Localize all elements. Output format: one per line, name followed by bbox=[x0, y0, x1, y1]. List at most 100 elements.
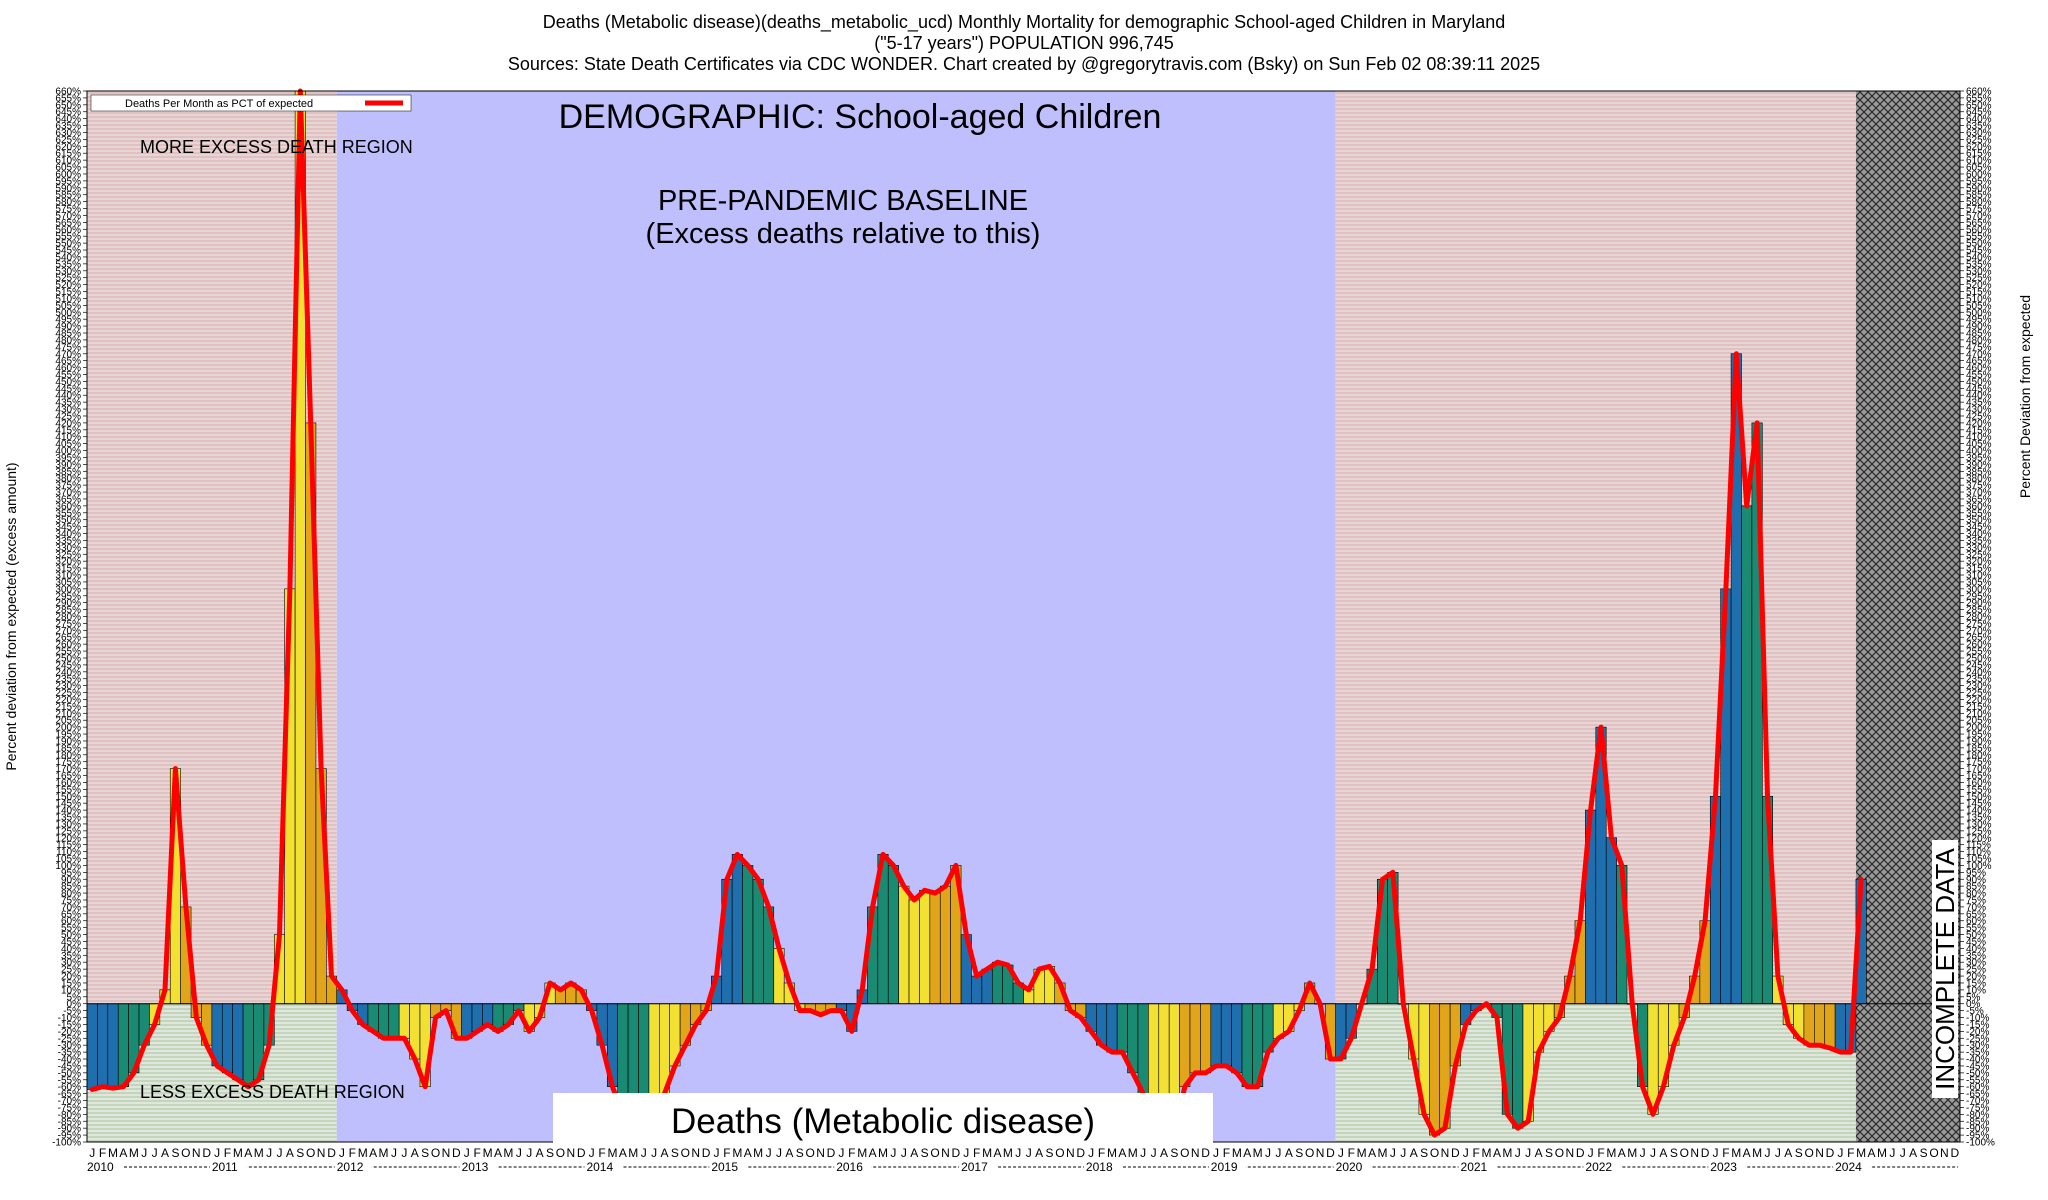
ytick-label-right-170: 170% bbox=[1966, 764, 1992, 775]
ytick-label-left-600: 600% bbox=[55, 169, 81, 180]
xtick-month-65: J bbox=[766, 1146, 772, 1160]
xtick-month-96: J bbox=[1088, 1146, 1094, 1160]
ytick-label-right-30: 30% bbox=[1966, 958, 1986, 969]
ytick-label-right-410: 410% bbox=[1966, 432, 1992, 443]
ytick-label-left-45: 45% bbox=[61, 937, 81, 948]
ytick-label-left-540: 540% bbox=[55, 252, 81, 263]
ytick-label-right-105: 105% bbox=[1966, 854, 1992, 865]
xtick-month-135: A bbox=[1493, 1146, 1501, 1160]
ytick-label-right-615: 615% bbox=[1966, 149, 1992, 160]
xtick-month-116: S bbox=[1295, 1146, 1303, 1160]
xtick-month-149: J bbox=[1640, 1146, 1646, 1160]
ytick-label-left-130: 130% bbox=[55, 819, 81, 830]
ytick-label-right-630: 630% bbox=[1966, 128, 1992, 139]
ytick-label-right-305: 305% bbox=[1966, 577, 1992, 588]
ytick-label-left-100: 100% bbox=[55, 861, 81, 872]
ytick-label-left-180: 180% bbox=[55, 750, 81, 761]
xtick-month-103: A bbox=[1160, 1146, 1168, 1160]
ytick-label-left-365: 365% bbox=[55, 494, 81, 505]
ytick-label-right--20: -20% bbox=[1966, 1027, 1989, 1038]
incomplete-label-bg bbox=[1932, 840, 1958, 1098]
year-label-2014: 2014 bbox=[586, 1160, 613, 1174]
ytick-label-right-445: 445% bbox=[1966, 384, 1992, 395]
ytick-label-right-290: 290% bbox=[1966, 598, 1992, 609]
ytick-label-right-135: 135% bbox=[1966, 813, 1992, 824]
xtick-month-151: A bbox=[1659, 1146, 1667, 1160]
xtick-month-14: M bbox=[233, 1146, 243, 1160]
xtick-month-34: N bbox=[442, 1146, 451, 1160]
bar-15 bbox=[242, 1003, 254, 1087]
ytick-label-right--60: -60% bbox=[1966, 1082, 1989, 1093]
year-label-2010: 2010 bbox=[87, 1160, 114, 1174]
year-label-bg-2021 bbox=[1459, 1161, 1496, 1173]
ytick-label-left-65: 65% bbox=[61, 909, 81, 920]
xtick-month-54: J bbox=[651, 1146, 657, 1160]
ytick-label-right--35: -35% bbox=[1966, 1048, 1989, 1059]
ytick-label-left-425: 425% bbox=[55, 411, 81, 422]
year-label-2016: 2016 bbox=[836, 1160, 863, 1174]
ytick-label-left-270: 270% bbox=[55, 626, 81, 637]
xtick-month-92: S bbox=[1046, 1146, 1054, 1160]
ytick-label-right-20: 20% bbox=[1966, 972, 1986, 983]
year-label-bg-2016 bbox=[835, 1161, 872, 1173]
ytick-label-left-520: 520% bbox=[55, 280, 81, 291]
ytick-label-right--85: -85% bbox=[1966, 1117, 1989, 1128]
bar-63 bbox=[742, 865, 754, 1005]
ytick-label-left-125: 125% bbox=[55, 826, 81, 837]
xtick-month-111: A bbox=[1243, 1146, 1251, 1160]
ytick-label-right-260: 260% bbox=[1966, 640, 1992, 651]
xtick-month-170: M bbox=[1856, 1146, 1866, 1160]
ytick-label-left--60: -60% bbox=[58, 1082, 81, 1093]
ytick-label-right-155: 155% bbox=[1966, 785, 1992, 796]
year-label-bg-2019 bbox=[1209, 1161, 1246, 1173]
xtick-month-143: D bbox=[1576, 1146, 1585, 1160]
ytick-label-right-75: 75% bbox=[1966, 895, 1986, 906]
ytick-label-left-80: 80% bbox=[61, 889, 81, 900]
xtick-month-113: J bbox=[1265, 1146, 1271, 1160]
ytick-label-left--5: -5% bbox=[63, 1006, 81, 1017]
xtick-month-15: A bbox=[244, 1146, 252, 1160]
year-label-2018: 2018 bbox=[1086, 1160, 1113, 1174]
ytick-label-left-625: 625% bbox=[55, 135, 81, 146]
xtick-month-98: M bbox=[1107, 1146, 1117, 1160]
xtick-month-49: F bbox=[598, 1146, 605, 1160]
ytick-label-left-195: 195% bbox=[55, 730, 81, 741]
ytick-label-left--40: -40% bbox=[58, 1055, 81, 1066]
xtick-month-114: J bbox=[1275, 1146, 1281, 1160]
xtick-month-52: M bbox=[628, 1146, 638, 1160]
ytick-label-right-510: 510% bbox=[1966, 294, 1992, 305]
ytick-label-left-475: 475% bbox=[55, 342, 81, 353]
ytick-label-right-555: 555% bbox=[1966, 232, 1992, 243]
xtick-month-37: F bbox=[474, 1146, 481, 1160]
ytick-label-right-210: 210% bbox=[1966, 709, 1992, 720]
xtick-month-158: M bbox=[1731, 1146, 1741, 1160]
xtick-month-72: J bbox=[838, 1146, 844, 1160]
ytick-label-left-120: 120% bbox=[55, 833, 81, 844]
year-label-2022: 2022 bbox=[1585, 1160, 1612, 1174]
ytick-label-right-325: 325% bbox=[1966, 550, 1992, 561]
ytick-label-right-625: 625% bbox=[1966, 135, 1992, 146]
ytick-label-right-650: 650% bbox=[1966, 100, 1992, 111]
ytick-label-right-140: 140% bbox=[1966, 806, 1992, 817]
subtitle-box bbox=[553, 1093, 1213, 1145]
legend-label: Deaths Per Month as PCT of expected bbox=[125, 98, 313, 110]
xtick-month-85: F bbox=[973, 1146, 980, 1160]
xtick-month-79: A bbox=[910, 1146, 918, 1160]
ytick-label-left--95: -95% bbox=[58, 1131, 81, 1142]
ytick-label-right-10: 10% bbox=[1966, 985, 1986, 996]
year-label-2012: 2012 bbox=[337, 1160, 364, 1174]
ytick-label-right-35: 35% bbox=[1966, 951, 1986, 962]
ytick-label-left-60: 60% bbox=[61, 916, 81, 927]
xtick-month-32: S bbox=[421, 1146, 429, 1160]
xtick-month-174: J bbox=[1900, 1146, 1906, 1160]
xtick-month-172: M bbox=[1877, 1146, 1887, 1160]
ytick-label-left-555: 555% bbox=[55, 232, 81, 243]
bar-78 bbox=[898, 885, 910, 1005]
xtick-month-104: S bbox=[1170, 1146, 1178, 1160]
xtick-month-67: A bbox=[785, 1146, 793, 1160]
ytick-label-right-240: 240% bbox=[1966, 667, 1992, 678]
ytick-label-left-105: 105% bbox=[55, 854, 81, 865]
ytick-label-left-345: 345% bbox=[55, 522, 81, 533]
xtick-month-165: O bbox=[1804, 1146, 1813, 1160]
